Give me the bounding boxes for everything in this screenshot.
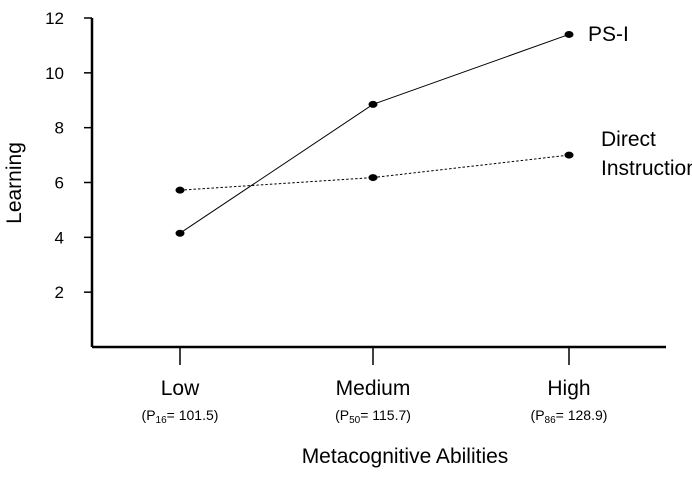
y-tick-label: 8 [55,119,64,138]
x-tick-label: Medium [336,377,411,400]
x-tick-sublabel: (P16= 101.5) [142,407,219,426]
series-group [175,30,574,237]
axes [90,18,666,349]
y-axis-title: Learning [3,142,26,224]
data-point [175,229,185,237]
x-tick-sublabel: (P86= 128.9) [531,407,608,426]
y-tick-label: 12 [45,9,64,28]
x-ticks: Low (P16= 101.5) Medium (P50= 115.7) High (P8… [142,347,608,426]
x-tick-label: High [547,377,590,400]
y-ticks: 2 4 6 8 10 12 [45,9,92,302]
data-point [175,186,185,194]
y-tick-label: 2 [55,283,64,302]
data-point [564,151,574,159]
series-label: PS-I [588,23,629,46]
y-tick-label: 6 [55,174,64,193]
data-point [368,174,378,182]
x-axis-title: Metacognitive Abilities [302,445,509,468]
series-line [179,33,570,234]
x-tick-label: Low [161,377,200,400]
y-tick-label: 4 [55,228,64,247]
x-tick-sublabel: (P50= 115.7) [335,407,411,426]
y-tick-label: 10 [45,64,64,83]
data-point [368,100,378,108]
data-point [564,30,574,38]
series-labels: PS-I Direct Instruction [588,23,692,180]
series-label: Direct Instruction [601,128,692,180]
series-line [179,154,570,191]
